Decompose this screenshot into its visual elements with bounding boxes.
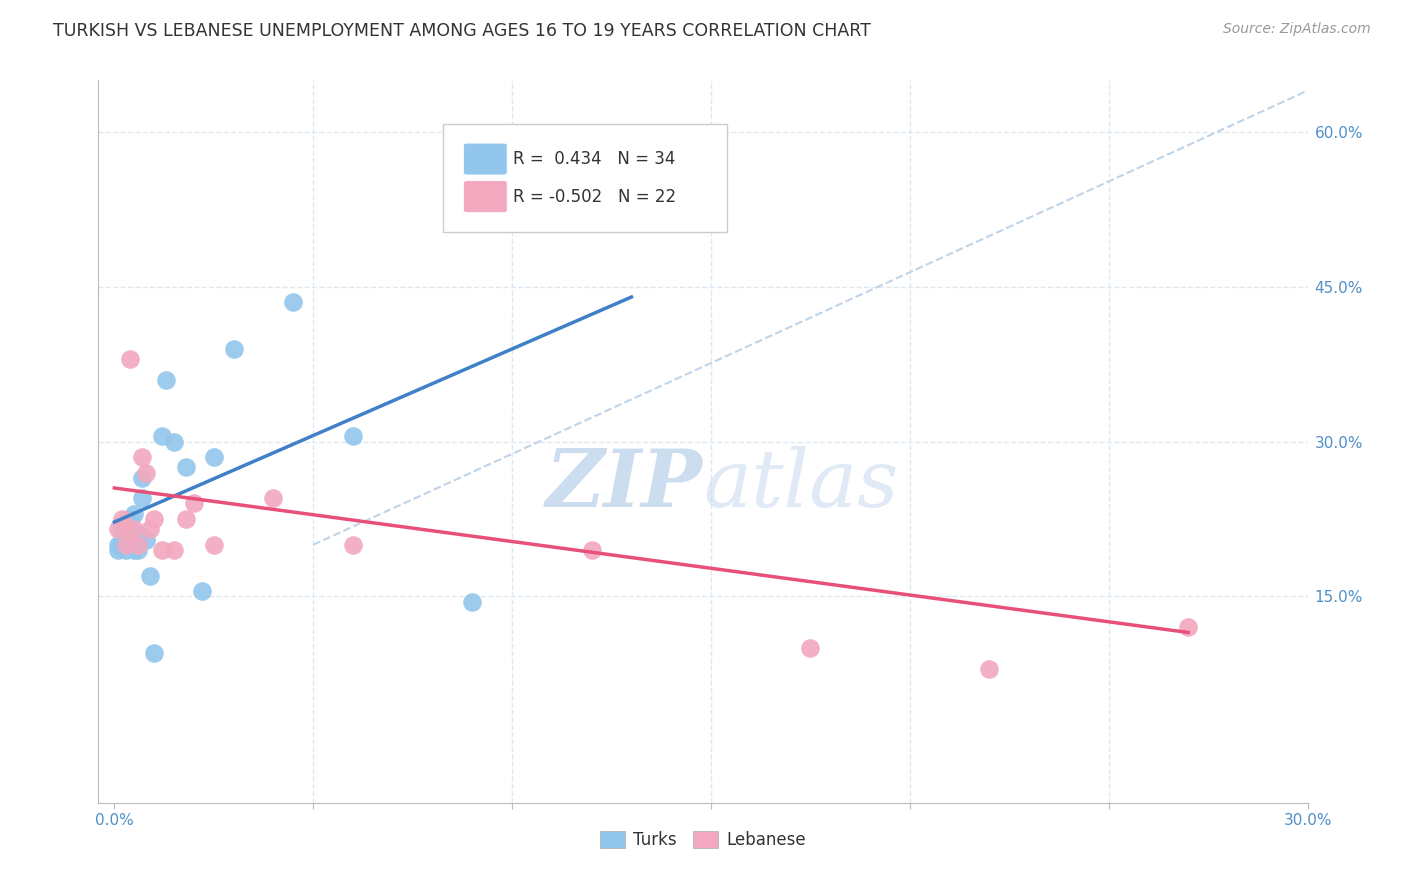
Point [122, 538, 145, 552]
Point [202, 450, 225, 464]
Point [115, 527, 138, 541]
Point [155, 373, 177, 387]
Point [115, 538, 138, 552]
Point [115, 517, 138, 532]
Point [143, 512, 166, 526]
Point [191, 584, 214, 599]
Point [139, 568, 162, 582]
Point [107, 542, 129, 557]
Text: R = -0.502   N = 22: R = -0.502 N = 22 [513, 187, 676, 205]
Point [120, 538, 142, 552]
Point [111, 538, 134, 552]
Point [131, 471, 153, 485]
Point [122, 522, 145, 536]
Legend: Turks, Lebanese: Turks, Lebanese [593, 824, 813, 856]
Point [135, 533, 157, 547]
Text: TURKISH VS LEBANESE UNEMPLOYMENT AMONG AGES 16 TO 19 YEARS CORRELATION CHART: TURKISH VS LEBANESE UNEMPLOYMENT AMONG A… [53, 22, 872, 40]
Point [107, 538, 129, 552]
Point [127, 527, 149, 541]
Point [262, 491, 284, 506]
Point [202, 538, 225, 552]
Point [1177, 620, 1199, 634]
Point [799, 640, 821, 655]
Point [131, 491, 153, 506]
Point [461, 594, 484, 608]
Point [222, 342, 245, 356]
Point [120, 512, 142, 526]
Point [115, 538, 138, 552]
Text: atlas: atlas [703, 446, 898, 524]
FancyBboxPatch shape [464, 181, 508, 212]
Point [163, 434, 186, 449]
FancyBboxPatch shape [464, 143, 508, 175]
Point [115, 522, 138, 536]
Point [183, 496, 205, 510]
Point [342, 429, 364, 443]
Point [131, 450, 153, 464]
Point [127, 542, 149, 557]
Point [120, 351, 142, 366]
Point [107, 522, 129, 536]
Point [122, 507, 145, 521]
Point [342, 538, 364, 552]
Point [283, 295, 305, 310]
Point [111, 512, 134, 526]
Text: Source: ZipAtlas.com: Source: ZipAtlas.com [1223, 22, 1371, 37]
Point [620, 161, 643, 175]
Point [122, 542, 145, 557]
Point [135, 466, 157, 480]
Point [127, 538, 149, 552]
Text: ZIP: ZIP [546, 446, 703, 524]
Point [120, 522, 142, 536]
Point [174, 460, 197, 475]
Point [150, 542, 173, 557]
Point [174, 512, 197, 526]
Point [979, 662, 1001, 676]
Point [581, 542, 603, 557]
Text: R =  0.434   N = 34: R = 0.434 N = 34 [513, 150, 675, 168]
Point [150, 429, 173, 443]
Point [143, 646, 166, 660]
Point [111, 522, 134, 536]
Point [163, 542, 186, 557]
Point [139, 522, 162, 536]
Point [111, 533, 134, 547]
Point [122, 533, 145, 547]
Point [115, 542, 138, 557]
FancyBboxPatch shape [443, 124, 727, 232]
